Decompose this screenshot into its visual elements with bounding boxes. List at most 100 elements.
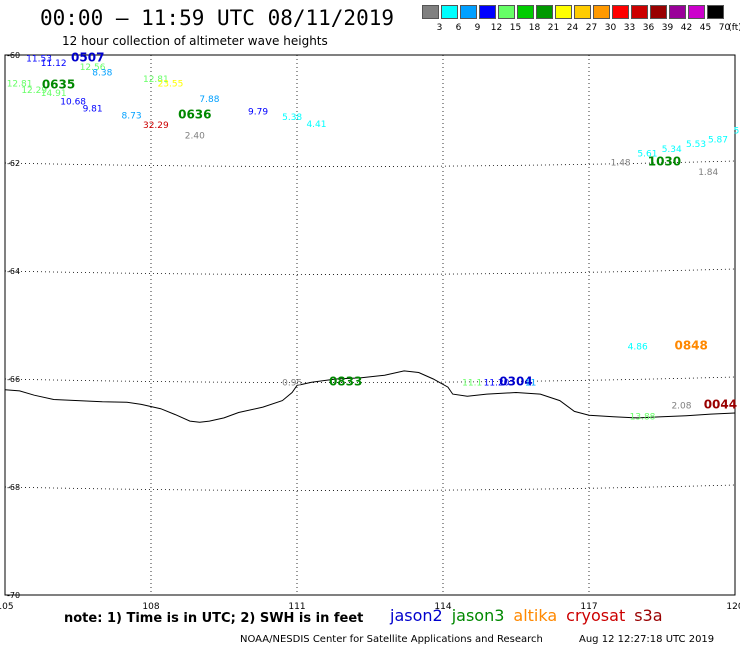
scale-label: 33 [623,23,636,33]
wave-height-value: 12.81 [143,75,169,85]
wave-height-value: 5.34 [662,145,682,155]
scale-swatch [631,5,648,19]
wave-height-value: 2.40 [185,132,205,142]
wave-height-value: 4.86 [628,342,648,352]
scale-swatch [441,5,458,19]
scale-swatch [593,5,610,19]
wave-height-value: 5.0 [734,126,740,136]
latitude-gridline [4,376,736,383]
scale-label: 27 [585,23,598,33]
scale-label: 15 [509,23,522,33]
wave-height-value: 10.68 [60,98,86,108]
wave-height-value: 11 [525,378,536,388]
latitude-tick-label: -62 [7,159,20,168]
page-subtitle: 12 hour collection of altimeter wave hei… [62,34,328,48]
wave-height-value: 2.08 [671,402,691,412]
wave-height-value: 13.88 [630,413,656,423]
wave-height-value: 23.55 [158,79,184,89]
scale-label: 21 [547,23,560,33]
legend-item: s3a [634,606,663,625]
wave-height-value: 7.88 [199,95,219,105]
scale-label: 12 [490,23,503,33]
pass-time-label: 0507 [71,50,104,64]
wave-height-value: 11.1 [462,378,482,388]
scale-swatch [460,5,477,19]
scale-label: 18 [528,23,541,33]
wave-height-value: 5.87 [708,135,728,145]
map-frame [4,54,736,596]
longitude-tick-label: 105 [0,602,14,612]
longitude-tick-label: 114 [434,602,451,612]
satellite-legend: jason2 jason3 altika cryosat s3a [390,606,672,625]
scale-label: 9 [474,23,481,33]
wave-height-value: 8.38 [92,69,112,79]
scale-label: 24 [566,23,579,33]
scale-swatch [612,5,629,19]
latitude-tick-label: -66 [7,375,20,384]
pass-time-label: 0848 [674,338,707,352]
credit-text: NOAA/NESDIS Center for Satellite Applica… [240,634,543,645]
scale-swatch [422,5,439,19]
scale-swatch [536,5,553,19]
legend-item: altika [513,606,558,625]
wave-height-value: 12.56 [80,63,106,73]
pass-time-label: 0636 [178,108,211,122]
wave-height-value: 5.38 [282,113,302,123]
scale-label: 30 [604,23,617,33]
antarctic-coastline [4,370,736,423]
latitude-tick-label: -70 [7,591,20,600]
scale-swatch [517,5,534,19]
scale-label: 6 [455,23,462,33]
scale-unit: (ft) [728,23,740,33]
longitude-tick-label: 120 [726,602,740,612]
pass-time-label: 1030 [648,155,681,169]
pass-time-label: 0833 [329,374,362,388]
pass-time-label: 0044 [704,398,737,412]
scale-label: 39 [661,23,674,33]
latitude-gridline [4,268,736,275]
longitude-tick-label: 111 [288,602,305,612]
wave-height-value: 12.81 [7,79,33,89]
wave-height-value: 9.79 [248,107,268,117]
scale-label: 70 [718,23,731,33]
legend-item: cryosat [566,606,626,625]
wave-height-value: 14.91 [41,89,67,99]
wave-height-value: 11.53 [26,54,52,64]
pass-time-label: 0635 [42,77,75,91]
footnote: note: 1) Time is in UTC; 2) SWH is in fe… [64,611,364,626]
scale-label: 45 [699,23,712,33]
longitude-tick-label: 108 [142,602,159,612]
credit-timestamp: Aug 12 12:27:18 UTC 2019 [579,634,715,645]
latitude-gridline [4,484,736,491]
pass-time-label: 0304 [499,374,532,388]
longitude-tick-label: 117 [580,602,597,612]
latitude-gridline [4,160,736,167]
latitude-tick-label: -64 [7,267,20,276]
wave-height-value: 12.29 [21,86,47,96]
wave-height-value: 0.95 [282,378,302,388]
scale-swatch [688,5,705,19]
scale-swatch [479,5,496,19]
scale-label: 3 [436,23,443,33]
scale-swatch [669,5,686,19]
wave-height-value: 1.84 [698,168,718,178]
scale-swatch [574,5,591,19]
wave-height-value: 5.61 [637,150,657,160]
wave-height-value: 32.29 [143,121,169,131]
wave-height-value: 11.20 [484,378,510,388]
wave-height-value: 11.12 [41,59,67,69]
wave-height-value: 4.41 [306,120,326,130]
scale-swatch [707,5,724,19]
scale-swatch [498,5,515,19]
wave-height-value: 9.81 [83,105,103,115]
legend-item: jason3 [451,606,505,625]
scale-swatch [555,5,572,19]
scale-swatch [650,5,667,19]
wave-height-value: 8.73 [122,112,142,122]
scale-label: 36 [642,23,655,33]
scale-label: 42 [680,23,693,33]
wave-height-value: 1.48 [611,159,631,169]
latitude-tick-label: -60 [7,51,20,60]
wave-height-value: 5.53 [686,140,706,150]
